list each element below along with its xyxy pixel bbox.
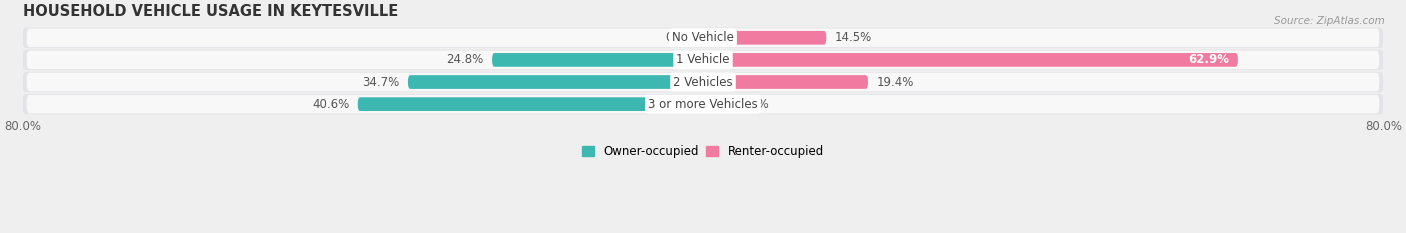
FancyBboxPatch shape bbox=[22, 27, 1384, 48]
Text: 2 Vehicles: 2 Vehicles bbox=[673, 75, 733, 89]
Text: HOUSEHOLD VEHICLE USAGE IN KEYTESVILLE: HOUSEHOLD VEHICLE USAGE IN KEYTESVILLE bbox=[22, 4, 398, 19]
Text: 19.4%: 19.4% bbox=[876, 75, 914, 89]
Text: No Vehicle: No Vehicle bbox=[672, 31, 734, 44]
Text: 1 Vehicle: 1 Vehicle bbox=[676, 53, 730, 66]
Text: 34.7%: 34.7% bbox=[363, 75, 399, 89]
Text: Source: ZipAtlas.com: Source: ZipAtlas.com bbox=[1274, 16, 1385, 26]
Text: 24.8%: 24.8% bbox=[446, 53, 484, 66]
Text: 14.5%: 14.5% bbox=[835, 31, 872, 44]
Text: 62.9%: 62.9% bbox=[1188, 53, 1229, 66]
Text: 3 or more Vehicles: 3 or more Vehicles bbox=[648, 98, 758, 111]
FancyBboxPatch shape bbox=[22, 50, 1384, 70]
FancyBboxPatch shape bbox=[27, 95, 1379, 113]
FancyBboxPatch shape bbox=[492, 53, 703, 67]
FancyBboxPatch shape bbox=[703, 97, 730, 111]
FancyBboxPatch shape bbox=[27, 51, 1379, 69]
FancyBboxPatch shape bbox=[27, 73, 1379, 91]
FancyBboxPatch shape bbox=[22, 72, 1384, 92]
FancyBboxPatch shape bbox=[27, 28, 1379, 47]
Text: 40.6%: 40.6% bbox=[312, 98, 349, 111]
FancyBboxPatch shape bbox=[357, 97, 703, 111]
FancyBboxPatch shape bbox=[703, 31, 827, 45]
Text: 0.0%: 0.0% bbox=[665, 31, 695, 44]
FancyBboxPatch shape bbox=[408, 75, 703, 89]
FancyBboxPatch shape bbox=[22, 94, 1384, 114]
FancyBboxPatch shape bbox=[703, 75, 868, 89]
Text: 3.2%: 3.2% bbox=[738, 98, 769, 111]
Legend: Owner-occupied, Renter-occupied: Owner-occupied, Renter-occupied bbox=[578, 140, 828, 163]
FancyBboxPatch shape bbox=[703, 53, 1237, 67]
